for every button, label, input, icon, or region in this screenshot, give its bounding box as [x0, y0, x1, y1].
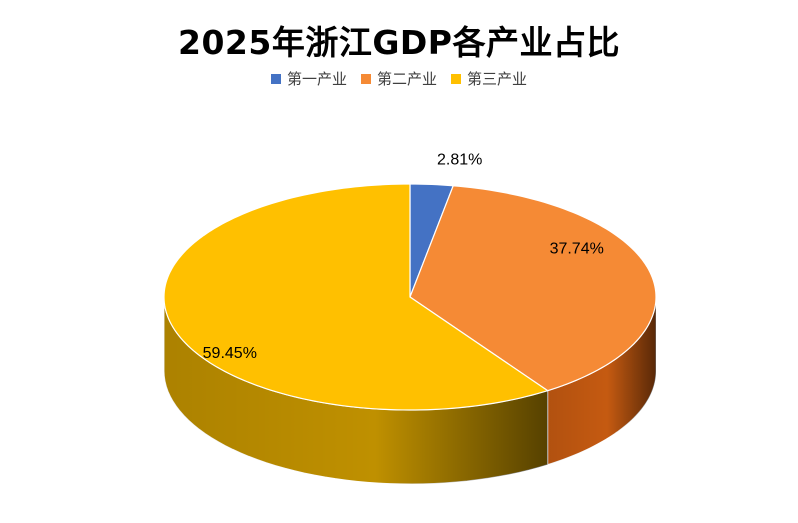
pie-slice-secondary-industry[interactable]: [409, 185, 657, 392]
legend-label-primary-industry: 第一产业: [286, 70, 347, 88]
legend-item-tertiary-industry[interactable]: 第三产业: [451, 68, 527, 89]
data-label-secondary-industry: 37.74%: [550, 241, 604, 258]
legend: 第一产业 第二产业 第三产业: [0, 68, 798, 89]
legend-item-primary-industry[interactable]: 第一产业: [270, 68, 347, 89]
legend-swatch-primary-industry: [270, 73, 281, 84]
pie-side-shading-tertiary-industry: [164, 297, 548, 484]
data-label-tertiary-industry: 59.45%: [203, 345, 257, 362]
legend-swatch-tertiary-industry: [451, 73, 461, 84]
data-label-primary-industry: 2.81%: [437, 151, 482, 168]
legend-label-tertiary-industry: 第三产业: [467, 70, 528, 88]
legend-label-secondary-industry: 第二产业: [376, 70, 437, 88]
legend-swatch-secondary-industry: [360, 73, 371, 84]
legend-item-secondary-industry[interactable]: 第二产业: [360, 68, 437, 89]
pie-slice-tertiary-industry[interactable]: [163, 183, 550, 411]
pie-side-shading-secondary-industry: [547, 297, 656, 465]
chart-title: 2025年浙江GDP各产业占比: [177, 23, 620, 62]
